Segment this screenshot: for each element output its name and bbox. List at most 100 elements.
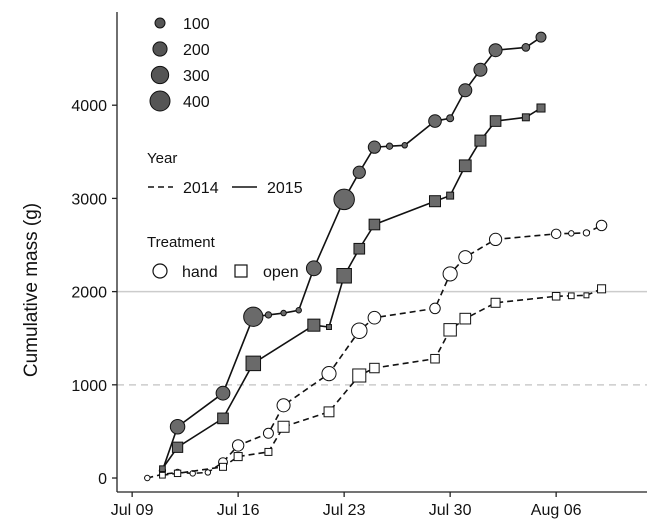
point-2015-hand-14 xyxy=(446,114,455,123)
point-2015-open-14 xyxy=(521,113,530,122)
point-2015-open-15 xyxy=(536,103,546,113)
legend-treatment-label-open: open xyxy=(263,264,299,281)
point-2015-open-9 xyxy=(428,195,442,208)
legend-size-marker-400 xyxy=(149,90,171,112)
point-2015-hand-5 xyxy=(280,309,287,317)
legend-treatment-marker-open xyxy=(234,264,248,278)
point-2015-hand-6 xyxy=(295,307,302,314)
axes: 0 1000 2000 3000 4000 Jul 09 Jul 16 Jul 23 Jul 3… xyxy=(71,12,647,519)
series-layer xyxy=(144,31,608,482)
legend-size-label-400: 400 xyxy=(183,94,210,111)
point-2014-hand-4 xyxy=(204,469,212,476)
point-2014-open-11 xyxy=(459,312,472,325)
point-2015-open-13 xyxy=(489,115,502,127)
point-2014-hand-0 xyxy=(144,474,151,482)
point-2015-hand-3 xyxy=(243,306,264,327)
legend-size-label-200: 200 xyxy=(183,42,210,59)
point-2015-open-12 xyxy=(474,134,487,147)
y-tick-label-4000: 4000 xyxy=(71,98,107,115)
point-2014-open-5 xyxy=(277,420,290,433)
point-2014-open-8 xyxy=(369,362,380,374)
y-axis-label: Cumulative mass (g) xyxy=(21,203,42,377)
point-2015-hand-18 xyxy=(521,43,531,52)
legend-size-label-300: 300 xyxy=(183,68,210,85)
legend-size-marker-200 xyxy=(152,41,168,57)
point-2014-open-13 xyxy=(551,292,561,301)
point-2015-hand-11 xyxy=(385,142,394,150)
point-2014-open-4 xyxy=(264,447,273,456)
x-tick-label-jul-09: Jul 09 xyxy=(111,502,154,519)
point-2014-hand-15 xyxy=(488,232,503,247)
point-2014-hand-11 xyxy=(367,310,382,325)
point-2015-open-11 xyxy=(458,159,472,173)
legend-treatment-marker-hand xyxy=(152,263,168,279)
legend-treatment-label-hand: hand xyxy=(182,264,218,281)
point-2014-open-9 xyxy=(430,353,440,364)
x-tick-label-jul-23: Jul 23 xyxy=(323,502,366,519)
point-2014-hand-17 xyxy=(568,230,575,237)
series-line-2015-hand xyxy=(161,36,542,471)
point-2015-hand-1 xyxy=(169,419,186,435)
series-2014-open xyxy=(159,284,607,479)
legend-treatment-title: Treatment xyxy=(147,234,216,251)
point-2014-hand-13 xyxy=(442,266,458,282)
point-2014-hand-6 xyxy=(231,439,245,452)
point-2015-hand-8 xyxy=(333,188,355,211)
point-2015-open-5 xyxy=(326,324,332,330)
point-2014-open-7 xyxy=(352,368,367,383)
point-2015-open-1 xyxy=(171,441,184,453)
point-2015-hand-15 xyxy=(458,83,473,98)
point-2015-open-6 xyxy=(336,268,352,284)
y-tick-label-0: 0 xyxy=(98,471,107,488)
point-2014-open-6 xyxy=(323,406,335,418)
point-2015-hand-2 xyxy=(215,385,231,401)
point-2015-open-0 xyxy=(159,465,166,473)
series-line-2015-open xyxy=(161,107,542,470)
point-2014-hand-9 xyxy=(321,366,337,382)
reference-lines xyxy=(117,290,647,386)
y-tick-label-1000: 1000 xyxy=(71,378,107,395)
y-tick-label-2000: 2000 xyxy=(71,285,107,302)
point-2014-hand-8 xyxy=(276,398,291,413)
legend-year-title: Year xyxy=(147,150,177,167)
series-2015-open xyxy=(159,103,546,473)
legend-size-label-100: 100 xyxy=(183,16,210,33)
point-2014-open-0 xyxy=(159,471,166,479)
point-2015-hand-4 xyxy=(264,311,273,319)
x-tick-label-aug-06: Aug 06 xyxy=(531,502,582,519)
point-2015-hand-12 xyxy=(401,142,408,149)
point-2015-hand-13 xyxy=(428,114,442,128)
point-2015-open-2 xyxy=(217,412,229,425)
point-2015-open-7 xyxy=(353,242,366,255)
point-2015-open-4 xyxy=(307,318,321,332)
x-tick-label-jul-30: Jul 30 xyxy=(429,502,472,519)
x-tick-label-jul-16: Jul 16 xyxy=(217,502,260,519)
legend-year-label-2014: 2014 xyxy=(183,180,219,197)
legend: 100 200 300 400 Year 2014 2015 Treatment hand ope… xyxy=(147,16,303,281)
y-tick-label-3000: 3000 xyxy=(71,191,107,208)
point-2014-hand-19 xyxy=(595,219,608,232)
point-2015-open-10 xyxy=(446,191,455,200)
point-2014-hand-7 xyxy=(262,427,274,439)
point-2014-hand-12 xyxy=(429,302,441,315)
point-2014-hand-16 xyxy=(550,228,562,240)
point-2015-hand-16 xyxy=(473,62,488,77)
point-2014-open-16 xyxy=(597,284,607,294)
point-2015-hand-19 xyxy=(535,31,547,43)
series-2015-hand xyxy=(158,31,547,475)
point-2015-open-8 xyxy=(368,218,381,231)
point-2014-hand-14 xyxy=(458,250,473,265)
point-2015-hand-9 xyxy=(352,165,366,179)
series-2014-hand xyxy=(144,219,608,482)
point-2014-open-3 xyxy=(233,452,243,462)
point-2014-open-1 xyxy=(173,469,182,478)
point-2014-hand-10 xyxy=(351,322,368,340)
legend-size-marker-300 xyxy=(150,65,170,85)
point-2014-open-12 xyxy=(490,297,501,308)
series-line-2014-hand xyxy=(147,224,602,479)
point-2014-open-15 xyxy=(583,292,590,299)
point-2015-hand-7 xyxy=(305,260,322,277)
point-2015-open-3 xyxy=(245,355,262,372)
legend-year-label-2015: 2015 xyxy=(267,180,303,197)
